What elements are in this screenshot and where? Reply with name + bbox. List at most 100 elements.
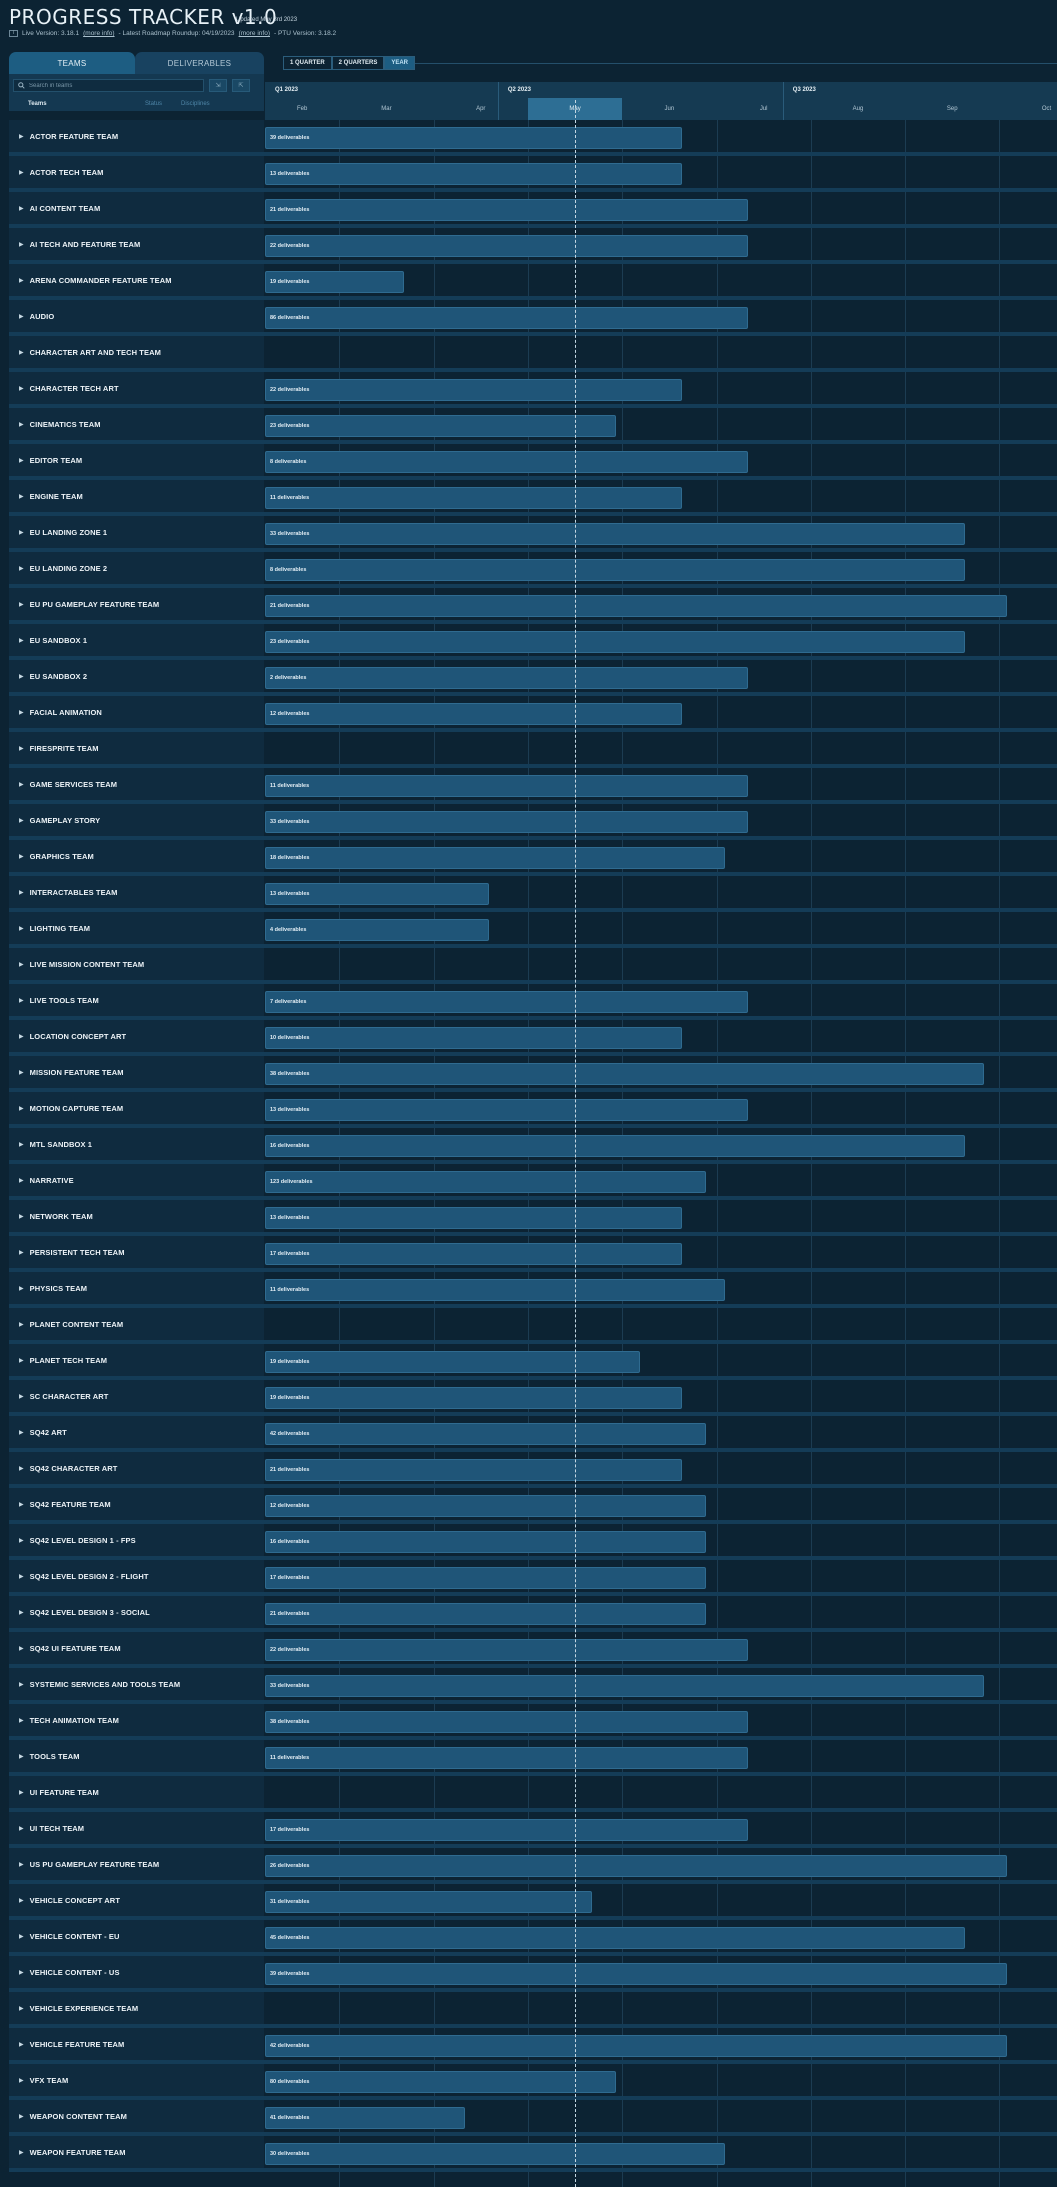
deliverables-bar[interactable]: 11 deliverables xyxy=(265,775,749,797)
team-row-toggle[interactable]: ▶ TOOLS TEAM xyxy=(9,1740,264,1772)
deliverables-bar[interactable]: 33 deliverables xyxy=(265,523,965,545)
deliverables-bar[interactable]: 22 deliverables xyxy=(265,1639,749,1661)
team-row-toggle[interactable]: ▶ PHYSICS TEAM xyxy=(9,1272,264,1304)
deliverables-bar[interactable]: 33 deliverables xyxy=(265,1675,984,1697)
team-row-toggle[interactable]: ▶ US PU GAMEPLAY FEATURE TEAM xyxy=(9,1848,264,1880)
team-row-toggle[interactable]: ▶ INTERACTABLES TEAM xyxy=(9,876,264,908)
column-teams[interactable]: Teams xyxy=(28,101,47,107)
team-row-toggle[interactable]: ▶ TECH ANIMATION TEAM xyxy=(9,1704,264,1736)
team-row-toggle[interactable]: ▶ PERSISTENT TECH TEAM xyxy=(9,1236,264,1268)
deliverables-bar[interactable]: 16 deliverables xyxy=(265,1531,706,1553)
team-row-toggle[interactable]: ▶ SQ42 LEVEL DESIGN 3 - SOCIAL xyxy=(9,1596,264,1628)
deliverables-bar[interactable]: 39 deliverables xyxy=(265,127,683,149)
team-row-toggle[interactable]: ▶ GAME SERVICES TEAM xyxy=(9,768,264,800)
deliverables-bar[interactable]: 80 deliverables xyxy=(265,2071,617,2093)
collapse-all-button[interactable]: ⇱ xyxy=(232,79,250,92)
deliverables-bar[interactable]: 11 deliverables xyxy=(265,1747,749,1769)
team-row-toggle[interactable]: ▶ SYSTEMIC SERVICES AND TOOLS TEAM xyxy=(9,1668,264,1700)
deliverables-bar[interactable]: 17 deliverables xyxy=(265,1819,749,1841)
team-row-toggle[interactable]: ▶ VEHICLE EXPERIENCE TEAM xyxy=(9,1992,264,2024)
deliverables-bar[interactable]: 21 deliverables xyxy=(265,1603,706,1625)
team-row-toggle[interactable]: ▶ LIGHTING TEAM xyxy=(9,912,264,944)
deliverables-bar[interactable]: 22 deliverables xyxy=(265,379,683,401)
range-2-quarters[interactable]: 2 QUARTERS xyxy=(331,56,385,70)
deliverables-bar[interactable]: 16 deliverables xyxy=(265,1135,965,1157)
team-row-toggle[interactable]: ▶ GAMEPLAY STORY xyxy=(9,804,264,836)
team-row-toggle[interactable]: ▶ LOCATION CONCEPT ART xyxy=(9,1020,264,1052)
deliverables-bar[interactable]: 13 deliverables xyxy=(265,1099,749,1121)
team-row-toggle[interactable]: ▶ VEHICLE FEATURE TEAM xyxy=(9,2028,264,2060)
deliverables-bar[interactable]: 10 deliverables xyxy=(265,1027,683,1049)
deliverables-bar[interactable]: 2 deliverables xyxy=(265,667,749,689)
deliverables-bar[interactable]: 23 deliverables xyxy=(265,631,965,653)
team-row-toggle[interactable]: ▶ WEAPON CONTENT TEAM xyxy=(9,2100,264,2132)
deliverables-bar[interactable]: 42 deliverables xyxy=(265,2035,1008,2057)
search-box[interactable] xyxy=(13,79,204,92)
column-status[interactable]: Status xyxy=(145,101,163,107)
team-row-toggle[interactable]: ▶ AI TECH AND FEATURE TEAM xyxy=(9,228,264,260)
deliverables-bar[interactable]: 4 deliverables xyxy=(265,919,489,941)
team-row-toggle[interactable]: ▶ CHARACTER ART AND TECH TEAM xyxy=(9,336,264,368)
deliverables-bar[interactable]: 41 deliverables xyxy=(265,2107,466,2129)
deliverables-bar[interactable]: 38 deliverables xyxy=(265,1711,749,1733)
deliverables-bar[interactable]: 39 deliverables xyxy=(265,1963,1008,1985)
team-row-toggle[interactable]: ▶ UI TECH TEAM xyxy=(9,1812,264,1844)
team-row-toggle[interactable]: ▶ VEHICLE CONTENT - EU xyxy=(9,1920,264,1952)
deliverables-bar[interactable]: 19 deliverables xyxy=(265,1387,683,1409)
team-row-toggle[interactable]: ▶ PLANET TECH TEAM xyxy=(9,1344,264,1376)
team-row-toggle[interactable]: ▶ ENGINE TEAM xyxy=(9,480,264,512)
deliverables-bar[interactable]: 12 deliverables xyxy=(265,1495,706,1517)
team-row-toggle[interactable]: ▶ NARRATIVE xyxy=(9,1164,264,1196)
deliverables-bar[interactable]: 42 deliverables xyxy=(265,1423,706,1445)
deliverables-bar[interactable]: 8 deliverables xyxy=(265,451,749,473)
team-row-toggle[interactable]: ▶ SQ42 FEATURE TEAM xyxy=(9,1488,264,1520)
deliverables-bar[interactable]: 11 deliverables xyxy=(265,1279,725,1301)
team-row-toggle[interactable]: ▶ SQ42 UI FEATURE TEAM xyxy=(9,1632,264,1664)
team-row-toggle[interactable]: ▶ MTL SANDBOX 1 xyxy=(9,1128,264,1160)
team-row-toggle[interactable]: ▶ ACTOR FEATURE TEAM xyxy=(9,120,264,152)
team-row-toggle[interactable]: ▶ VEHICLE CONTENT - US xyxy=(9,1956,264,1988)
deliverables-bar[interactable]: 12 deliverables xyxy=(265,703,683,725)
team-row-toggle[interactable]: ▶ LIVE MISSION CONTENT TEAM xyxy=(9,948,264,980)
deliverables-bar[interactable]: 8 deliverables xyxy=(265,559,965,581)
team-row-toggle[interactable]: ▶ AI CONTENT TEAM xyxy=(9,192,264,224)
live-more-info-link[interactable]: (more info) xyxy=(83,30,115,37)
team-row-toggle[interactable]: ▶ SQ42 ART xyxy=(9,1416,264,1448)
team-row-toggle[interactable]: ▶ EU SANDBOX 1 xyxy=(9,624,264,656)
team-row-toggle[interactable]: ▶ AUDIO xyxy=(9,300,264,332)
range-year[interactable]: YEAR xyxy=(384,56,416,70)
deliverables-bar[interactable]: 13 deliverables xyxy=(265,1207,683,1229)
search-input[interactable] xyxy=(29,82,199,89)
team-row-toggle[interactable]: ▶ VEHICLE CONCEPT ART xyxy=(9,1884,264,1916)
team-row-toggle[interactable]: ▶ NETWORK TEAM xyxy=(9,1200,264,1232)
deliverables-bar[interactable]: 11 deliverables xyxy=(265,487,683,509)
deliverables-bar[interactable]: 19 deliverables xyxy=(265,271,404,293)
team-row-toggle[interactable]: ▶ FIRESPRITE TEAM xyxy=(9,732,264,764)
deliverables-bar[interactable]: 45 deliverables xyxy=(265,1927,965,1949)
deliverables-bar[interactable]: 26 deliverables xyxy=(265,1855,1008,1877)
team-row-toggle[interactable]: ▶ CHARACTER TECH ART xyxy=(9,372,264,404)
team-row-toggle[interactable]: ▶ UI FEATURE TEAM xyxy=(9,1776,264,1808)
deliverables-bar[interactable]: 23 deliverables xyxy=(265,415,617,437)
deliverables-bar[interactable]: 38 deliverables xyxy=(265,1063,984,1085)
deliverables-bar[interactable]: 22 deliverables xyxy=(265,235,749,257)
team-row-toggle[interactable]: ▶ VFX TEAM xyxy=(9,2064,264,2096)
deliverables-bar[interactable]: 21 deliverables xyxy=(265,199,749,221)
deliverables-bar[interactable]: 86 deliverables xyxy=(265,307,749,329)
team-row-toggle[interactable]: ▶ SQ42 CHARACTER ART xyxy=(9,1452,264,1484)
deliverables-bar[interactable]: 21 deliverables xyxy=(265,1459,683,1481)
tab-deliverables[interactable]: DELIVERABLES xyxy=(135,52,264,74)
team-row-toggle[interactable]: ▶ ACTOR TECH TEAM xyxy=(9,156,264,188)
tab-teams[interactable]: TEAMS xyxy=(9,52,135,74)
deliverables-bar[interactable]: 123 deliverables xyxy=(265,1171,706,1193)
team-row-toggle[interactable]: ▶ PLANET CONTENT TEAM xyxy=(9,1308,264,1340)
range-1-quarter[interactable]: 1 QUARTER xyxy=(283,56,332,70)
team-row-toggle[interactable]: ▶ EU PU GAMEPLAY FEATURE TEAM xyxy=(9,588,264,620)
team-row-toggle[interactable]: ▶ GRAPHICS TEAM xyxy=(9,840,264,872)
expand-all-button[interactable]: ⇲ xyxy=(209,79,227,92)
team-row-toggle[interactable]: ▶ MISSION FEATURE TEAM xyxy=(9,1056,264,1088)
deliverables-bar[interactable]: 18 deliverables xyxy=(265,847,725,869)
team-row-toggle[interactable]: ▶ EU SANDBOX 2 xyxy=(9,660,264,692)
team-row-toggle[interactable]: ▶ SQ42 LEVEL DESIGN 2 - FLIGHT xyxy=(9,1560,264,1592)
deliverables-bar[interactable]: 30 deliverables xyxy=(265,2143,725,2165)
